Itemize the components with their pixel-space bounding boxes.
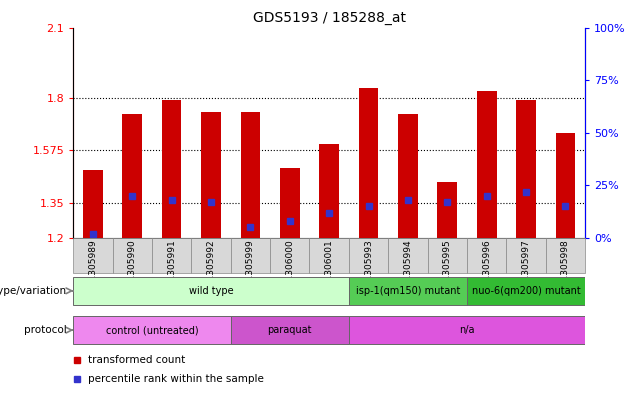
- Text: genotype/variation: genotype/variation: [0, 286, 67, 296]
- Bar: [349, 316, 585, 344]
- Text: GSM1305998: GSM1305998: [561, 239, 570, 300]
- Bar: [240, 112, 260, 238]
- Text: GSM1306000: GSM1306000: [286, 239, 294, 300]
- Bar: [388, 238, 427, 273]
- Bar: [546, 238, 585, 273]
- Bar: [122, 114, 142, 238]
- Text: n/a: n/a: [459, 325, 474, 335]
- Text: protocol: protocol: [24, 325, 67, 335]
- Bar: [83, 170, 102, 238]
- Text: GSM1305992: GSM1305992: [207, 239, 216, 300]
- Bar: [162, 100, 181, 238]
- Text: control (untreated): control (untreated): [106, 325, 198, 335]
- Bar: [310, 238, 349, 273]
- Text: GSM1305997: GSM1305997: [522, 239, 530, 300]
- Bar: [477, 90, 497, 238]
- Text: transformed count: transformed count: [88, 354, 186, 365]
- Bar: [201, 112, 221, 238]
- Bar: [467, 277, 585, 305]
- Text: GSM1305990: GSM1305990: [128, 239, 137, 300]
- Text: paraquat: paraquat: [268, 325, 312, 335]
- Bar: [231, 238, 270, 273]
- Text: percentile rank within the sample: percentile rank within the sample: [88, 374, 265, 384]
- Text: wild type: wild type: [189, 286, 233, 296]
- Text: GSM1305996: GSM1305996: [482, 239, 491, 300]
- Bar: [319, 144, 339, 238]
- Bar: [398, 114, 418, 238]
- Bar: [438, 182, 457, 238]
- Text: GSM1305999: GSM1305999: [246, 239, 255, 300]
- Text: GSM1305991: GSM1305991: [167, 239, 176, 300]
- Bar: [506, 238, 546, 273]
- Text: GSM1305994: GSM1305994: [403, 239, 412, 300]
- Bar: [349, 238, 388, 273]
- Bar: [516, 100, 536, 238]
- Bar: [270, 238, 310, 273]
- Bar: [359, 88, 378, 238]
- Bar: [73, 238, 113, 273]
- Bar: [73, 277, 349, 305]
- Bar: [427, 238, 467, 273]
- Text: nuo-6(qm200) mutant: nuo-6(qm200) mutant: [472, 286, 581, 296]
- Text: GSM1305989: GSM1305989: [88, 239, 97, 300]
- Bar: [349, 277, 467, 305]
- Text: GSM1305993: GSM1305993: [364, 239, 373, 300]
- Bar: [73, 316, 231, 344]
- Text: GSM1305995: GSM1305995: [443, 239, 452, 300]
- Bar: [231, 316, 349, 344]
- Bar: [467, 238, 506, 273]
- Bar: [152, 238, 191, 273]
- Title: GDS5193 / 185288_at: GDS5193 / 185288_at: [252, 11, 406, 25]
- Bar: [556, 132, 576, 238]
- Bar: [280, 168, 300, 238]
- Bar: [113, 238, 152, 273]
- Text: isp-1(qm150) mutant: isp-1(qm150) mutant: [356, 286, 460, 296]
- Text: GSM1306001: GSM1306001: [324, 239, 334, 300]
- Bar: [191, 238, 231, 273]
